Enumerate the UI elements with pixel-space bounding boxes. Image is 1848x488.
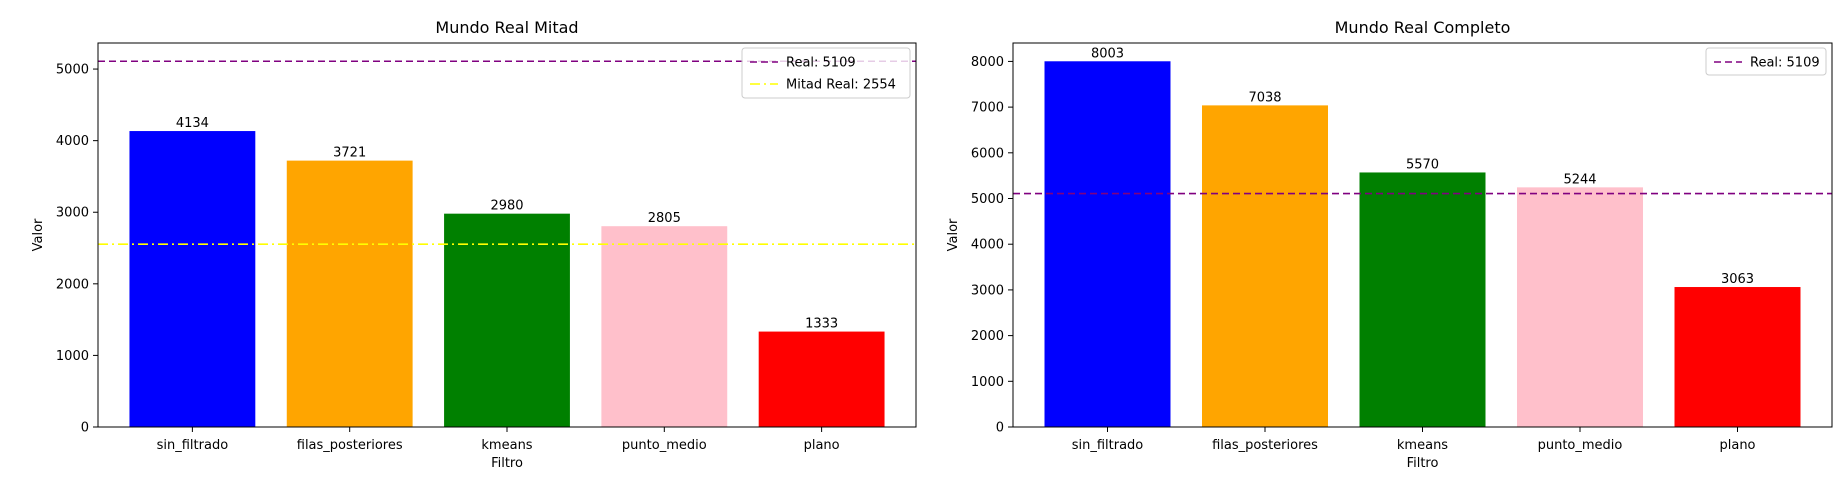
bar-plano [1674,287,1801,427]
legend-box [741,47,911,99]
bar-kmeans [1359,172,1486,427]
y-axis-label: Valor [946,218,961,251]
x-tick-label: filas_posteriores [297,438,403,453]
chart-mundo-real-mitad: 4134 3721 2980 2805 1333 0 1000 2000 3000 4000 500… [31,18,917,471]
x-tick-label: punto_medio [1538,438,1623,453]
legend-box [1705,47,1827,76]
legend-entry: Real: 5109 [786,56,856,71]
y-tick-label: 5000 [971,192,1004,207]
bar-filas_posteriores [286,160,413,427]
x-tick-label: plano [1719,438,1755,453]
x-axis-label: Filtro [1407,456,1439,471]
y-tick-label: 4000 [971,238,1004,253]
y-axis-label: Valor [31,218,46,251]
y-tick-label: 0 [996,421,1004,436]
data-label-filas_posteriores: 3721 [333,146,366,161]
y-tick-label: 0 [81,421,89,436]
x-tick-label: sin_filtrado [1072,438,1144,453]
x-tick-label: punto_medio [622,438,707,453]
chart-title: Mundo Real Completo [1335,18,1511,37]
bar-punto_medio [601,226,728,427]
y-tick-label: 4000 [56,134,89,149]
data-label-sin_filtrado: 4134 [176,116,209,131]
data-label-kmeans: 5570 [1406,157,1439,172]
data-label-filas_posteriores: 7038 [1248,90,1281,105]
x-tick-label: kmeans [481,438,532,453]
bar-punto_medio [1517,187,1643,427]
x-tick-label: kmeans [1397,438,1448,453]
y-tick-label: 1000 [971,375,1004,390]
x-tick-label: plano [804,438,840,453]
y-tick-label: 6000 [971,146,1004,161]
data-label-punto_medio: 5244 [1563,172,1596,187]
legend-entry: Mitad Real: 2554 [786,78,896,93]
chart-title: Mundo Real Mitad [435,18,578,37]
data-label-kmeans: 2980 [490,199,523,214]
legend: Real: 5109 Mitad Real: 2554 [741,47,911,99]
bar-sin_filtrado [129,131,256,427]
y-tick-label: 2000 [971,329,1004,344]
data-label-sin_filtrado: 8003 [1091,46,1124,61]
data-label-punto_medio: 2805 [648,211,681,226]
bar-sin_filtrado [1044,61,1171,428]
y-tick-label: 3000 [971,283,1004,298]
y-tick-label: 3000 [56,206,89,221]
chart-mundo-real-completo: 8003 7038 5570 5244 3063 0 1000 2000 3000 4000 500… [946,18,1833,471]
bar-filas_posteriores [1202,105,1328,428]
y-tick-label: 2000 [56,277,89,292]
x-tick-label: filas_posteriores [1212,438,1318,453]
y-tick-label: 7000 [971,101,1004,116]
data-label-plano: 1333 [805,317,838,332]
y-tick-label: 8000 [971,55,1004,70]
bar-plano [758,331,885,427]
y-tick-label: 5000 [56,63,89,78]
x-tick-label: sin_filtrado [157,438,229,453]
x-axis-label: Filtro [491,456,523,471]
data-label-plano: 3063 [1721,272,1754,287]
bar-kmeans [444,213,570,427]
legend-entry: Real: 5109 [1750,56,1820,71]
legend: Real: 5109 [1705,47,1827,76]
y-tick-label: 1000 [56,349,89,364]
